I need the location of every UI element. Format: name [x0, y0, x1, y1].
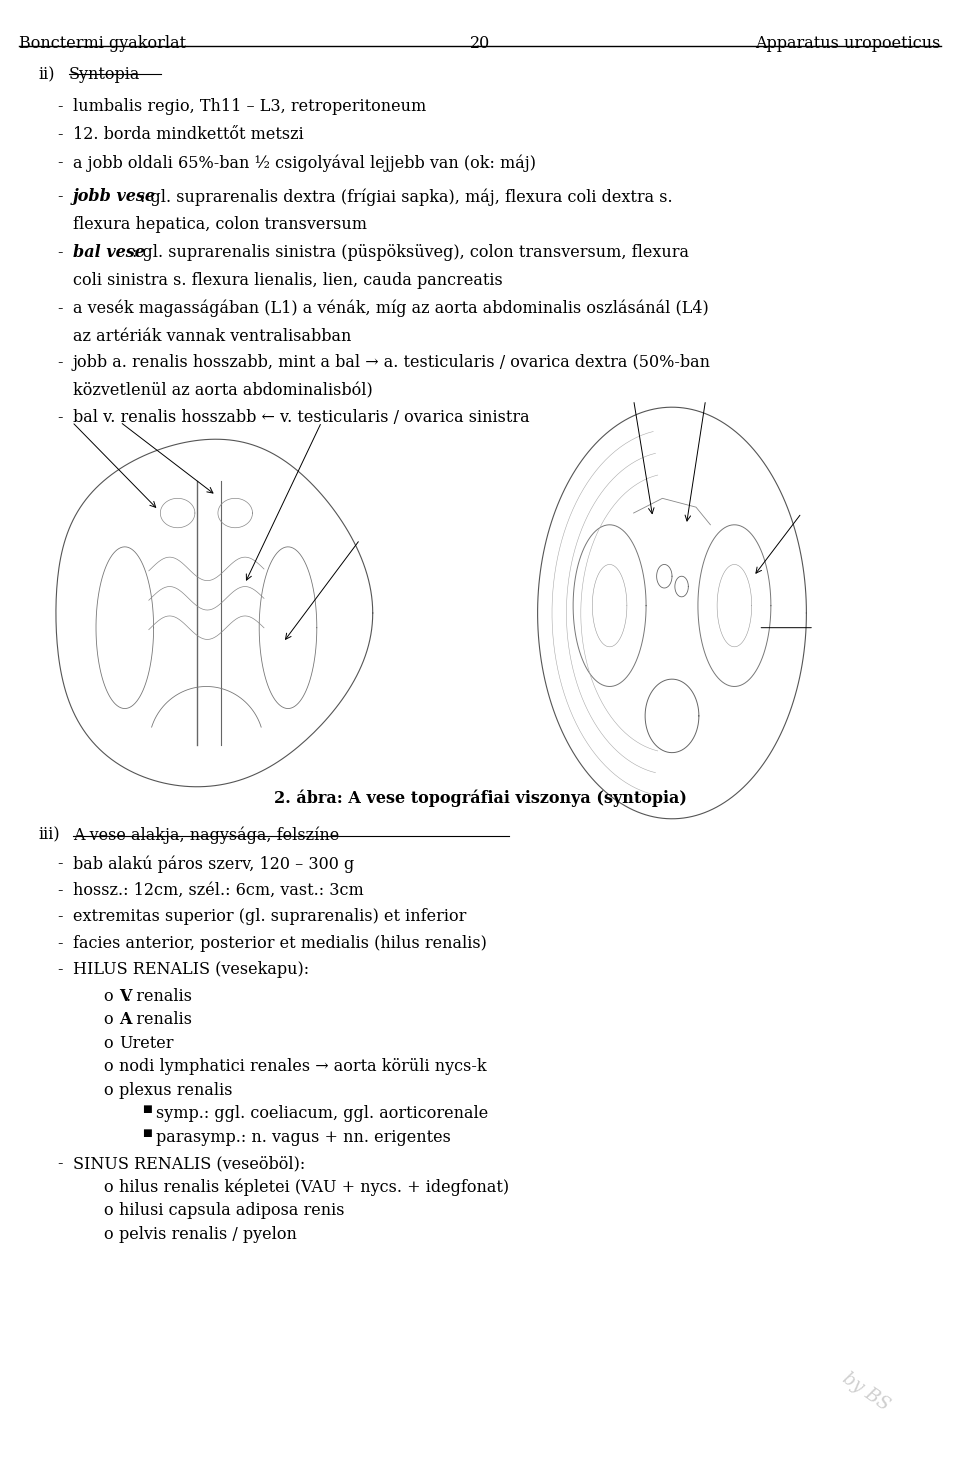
Text: SINUS RENALIS (veseöböl):: SINUS RENALIS (veseöböl):	[73, 1155, 305, 1173]
Text: flexura hepatica, colon transversum: flexura hepatica, colon transversum	[73, 216, 367, 234]
Text: -: -	[58, 882, 63, 900]
Text: -: -	[58, 935, 63, 953]
Text: közvetlenül az aorta abdominalisból): közvetlenül az aorta abdominalisból)	[73, 382, 372, 400]
Text: hilusi capsula adiposa renis: hilusi capsula adiposa renis	[119, 1202, 345, 1220]
Text: -: -	[58, 188, 63, 206]
Text: Bonctermi gyakorlat: Bonctermi gyakorlat	[19, 35, 186, 53]
Text: iii): iii)	[38, 826, 60, 844]
Text: by BS: by BS	[839, 1369, 893, 1414]
Text: plexus renalis: plexus renalis	[119, 1082, 232, 1100]
Text: pelvis renalis / pyelon: pelvis renalis / pyelon	[119, 1226, 297, 1244]
Text: -: -	[58, 154, 63, 172]
Text: lumbalis regio, Th11 – L3, retroperitoneum: lumbalis regio, Th11 – L3, retroperitone…	[73, 98, 426, 116]
Text: hilus renalis képletei (VAU + nycs. + idegfonat): hilus renalis képletei (VAU + nycs. + id…	[119, 1179, 509, 1197]
Text: V: V	[119, 988, 132, 1005]
Text: o: o	[104, 1202, 113, 1220]
Text: -: -	[58, 354, 63, 372]
Text: Ureter: Ureter	[119, 1035, 174, 1053]
Text: facies anterior, posterior et medialis (hilus renalis): facies anterior, posterior et medialis (…	[73, 935, 487, 953]
Text: -: -	[58, 961, 63, 979]
Text: o: o	[104, 1058, 113, 1076]
Text: o: o	[104, 1082, 113, 1100]
Text: bab alakú páros szerv, 120 – 300 g: bab alakú páros szerv, 120 – 300 g	[73, 856, 354, 873]
Text: bal v. renalis hosszabb ← v. testicularis / ovarica sinistra: bal v. renalis hosszabb ← v. testiculari…	[73, 409, 530, 426]
Text: 2. ábra: A vese topográfiai viszonya (syntopia): 2. ábra: A vese topográfiai viszonya (sy…	[274, 789, 686, 807]
Text: bal vese: bal vese	[73, 244, 145, 262]
Text: ■: ■	[142, 1129, 152, 1138]
Text: 20: 20	[469, 35, 491, 53]
Text: Apparatus uropoeticus: Apparatus uropoeticus	[756, 35, 941, 53]
Text: symp.: ggl. coeliacum, ggl. aorticorenale: symp.: ggl. coeliacum, ggl. aorticorenal…	[156, 1105, 489, 1123]
Text: nodi lymphatici renales → aorta körüli nycs-k: nodi lymphatici renales → aorta körüli n…	[119, 1058, 487, 1076]
Text: : gl. suprarenalis dextra (frígiai sapka), máj, flexura coli dextra s.: : gl. suprarenalis dextra (frígiai sapka…	[139, 188, 672, 206]
Text: -: -	[58, 908, 63, 926]
Text: ii): ii)	[38, 66, 55, 84]
Text: o: o	[104, 1035, 113, 1053]
Text: jobb a. renalis hosszabb, mint a bal → a. testicularis / ovarica dextra (50%-ban: jobb a. renalis hosszabb, mint a bal → a…	[73, 354, 711, 372]
Text: Syntopia: Syntopia	[69, 66, 140, 84]
Text: ■: ■	[142, 1105, 152, 1114]
Text: hossz.: 12cm, szél.: 6cm, vast.: 3cm: hossz.: 12cm, szél.: 6cm, vast.: 3cm	[73, 882, 364, 900]
Text: A vese alakja, nagysága, felszíne: A vese alakja, nagysága, felszíne	[73, 826, 339, 844]
Text: -: -	[58, 856, 63, 873]
Text: o: o	[104, 1011, 113, 1029]
Text: . renalis: . renalis	[126, 988, 192, 1005]
Text: -: -	[58, 409, 63, 426]
Text: a jobb oldali 65%-ban ½ csigolyával lejjebb van (ok: máj): a jobb oldali 65%-ban ½ csigolyával lejj…	[73, 154, 536, 172]
Text: A: A	[119, 1011, 132, 1029]
Text: : gl. suprarenalis sinistra (püspöksüveg), colon transversum, flexura: : gl. suprarenalis sinistra (püspöksüveg…	[132, 244, 689, 262]
Text: -: -	[58, 1155, 63, 1173]
Text: o: o	[104, 1179, 113, 1197]
Text: az artériák vannak ventralisabban: az artériák vannak ventralisabban	[73, 328, 351, 345]
Text: parasymp.: n. vagus + nn. erigentes: parasymp.: n. vagus + nn. erigentes	[156, 1129, 451, 1147]
Text: 12. borda mindkettőt metszi: 12. borda mindkettőt metszi	[73, 126, 303, 144]
Text: o: o	[104, 988, 113, 1005]
Text: -: -	[58, 300, 63, 318]
Text: -: -	[58, 244, 63, 262]
Text: extremitas superior (gl. suprarenalis) et inferior: extremitas superior (gl. suprarenalis) e…	[73, 908, 467, 926]
Text: a vesék magasságában (L1) a vénák, míg az aorta abdominalis oszlásánál (L4): a vesék magasságában (L1) a vénák, míg a…	[73, 300, 708, 318]
Text: -: -	[58, 126, 63, 144]
Text: jobb vese: jobb vese	[73, 188, 156, 206]
Text: coli sinistra s. flexura lienalis, lien, cauda pancreatis: coli sinistra s. flexura lienalis, lien,…	[73, 272, 503, 290]
Text: o: o	[104, 1226, 113, 1244]
Text: HILUS RENALIS (vesekapu):: HILUS RENALIS (vesekapu):	[73, 961, 309, 979]
Text: -: -	[58, 98, 63, 116]
Text: . renalis: . renalis	[126, 1011, 192, 1029]
